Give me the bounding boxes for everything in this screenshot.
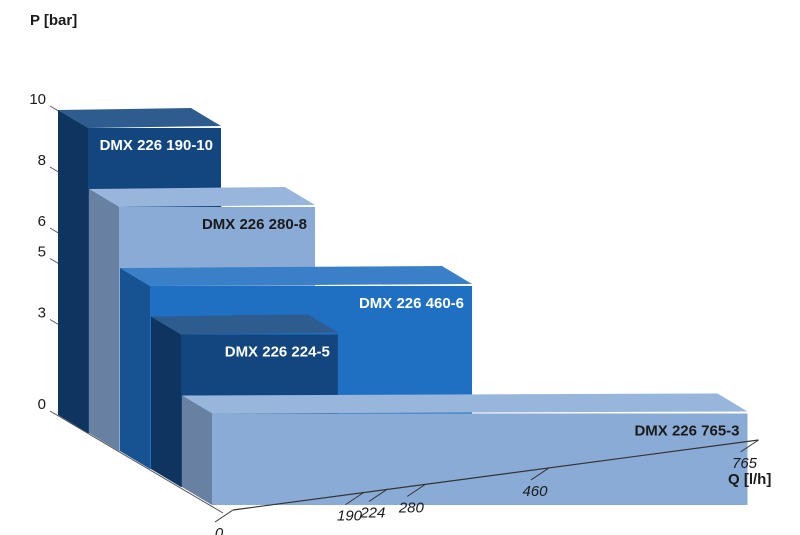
x-tick-mark (368, 489, 388, 502)
y-tick-label: 10 (29, 91, 46, 108)
bar-side-face (89, 189, 119, 451)
bar-top-face (89, 187, 315, 207)
bar-top-face (58, 108, 221, 128)
x-tick-mark (214, 509, 234, 523)
bar-front-face (212, 413, 748, 505)
bar-top-face (120, 266, 472, 286)
bar-side-face (120, 268, 150, 469)
y-axis-title: P [bar] (30, 12, 77, 29)
x-axis-line (232, 439, 759, 511)
x-tick-label: 190 (337, 508, 363, 525)
x-tick-label: 224 (359, 505, 385, 522)
x-tick-label: 0 (215, 525, 224, 535)
bar-label: DMX 226 224-5 (225, 344, 330, 361)
x-tick-label: 280 (398, 499, 425, 516)
y-tick-label: 3 (38, 305, 46, 322)
x-tick-mark (530, 467, 550, 481)
y-tick-label: 8 (38, 152, 46, 169)
x-tick-mark (740, 439, 759, 453)
bar-label: DMX 226 190-10 (100, 137, 213, 154)
bar-top-face (151, 314, 338, 335)
bar-label: DMX 226 280-8 (202, 216, 307, 233)
x-tick-label: 460 (522, 483, 548, 500)
x-axis-title: Q [l/h] (728, 471, 771, 488)
y-tick-label: 0 (38, 396, 46, 413)
bar-side-face (58, 110, 88, 433)
y-tick-label: 6 (38, 213, 46, 230)
bar-side-face (151, 316, 181, 487)
x-tick-mark (407, 483, 426, 497)
x-tick-mark (345, 492, 364, 506)
bar-top-face (182, 393, 748, 414)
depth-guide-line (49, 410, 224, 514)
x-tick-label: 765 (732, 455, 758, 472)
bar-side-face (182, 395, 212, 505)
bar-label: DMX 226 460-6 (359, 295, 464, 312)
bar-label: DMX 226 765-3 (634, 423, 739, 440)
y-tick-label: 5 (38, 244, 46, 261)
